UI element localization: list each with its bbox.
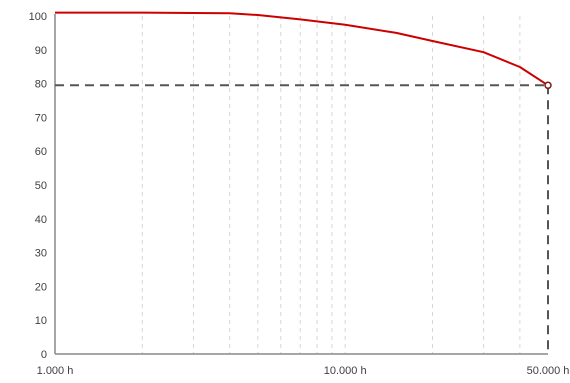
y-tick-label: 30 <box>35 248 47 260</box>
axes <box>54 14 548 355</box>
y-tick-label: 10 <box>35 315 47 327</box>
y-tick-label: 70 <box>35 112 47 124</box>
series-line <box>55 11 549 87</box>
tick-labels: 0 10 20 30 40 50 60 70 80 90 100 1.000 h 10.000 h 50.… <box>29 11 570 377</box>
y-tick-label: 0 <box>41 349 47 361</box>
y-tick-label: 90 <box>35 45 47 57</box>
y-tick-label: 100 <box>29 11 47 23</box>
x-tick-label: 50.000 h <box>527 365 570 377</box>
y-tick-label: 20 <box>35 281 47 293</box>
reference-lines <box>55 84 549 354</box>
x-tick-label: 10.000 h <box>324 365 367 377</box>
x-tick-label: 1.000 h <box>37 365 74 377</box>
y-tick-label: 50 <box>35 180 47 192</box>
y-tick-label: 60 <box>35 146 47 158</box>
series <box>55 11 552 90</box>
y-tick-label: 80 <box>35 79 47 91</box>
y-tick-label: 40 <box>35 214 47 226</box>
gridlines <box>141 16 521 354</box>
reference-point-marker <box>544 81 552 90</box>
